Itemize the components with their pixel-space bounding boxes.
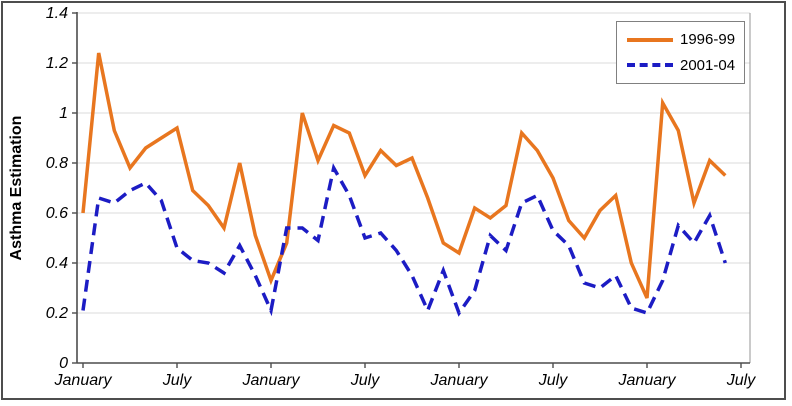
x-tick-label: January [618, 372, 677, 389]
legend: 1996-99 2001-04 [616, 21, 745, 84]
y-tick-label: 1.2 [46, 55, 68, 72]
x-tick-label: July [350, 372, 380, 389]
y-axis-title: Asthma Estimation [8, 115, 25, 261]
x-tick-label: July [726, 372, 756, 389]
legend-item-2001-04: 2001-04 [617, 58, 744, 73]
y-tick-label: 0 [59, 355, 68, 372]
series-line-1996-99 [81, 52, 727, 299]
y-tick-label: 0.4 [46, 255, 68, 272]
y-tick-label: 1.4 [46, 5, 68, 22]
legend-solid-line-icon [627, 37, 673, 42]
y-tick-label: 0.6 [46, 205, 68, 222]
x-tick-label: July [162, 372, 192, 389]
x-tick-label: January [430, 372, 489, 389]
y-tick-label: 0.8 [46, 155, 68, 172]
x-tick-label: January [54, 372, 113, 389]
legend-label: 1996-99 [680, 31, 736, 49]
x-tick-label: July [538, 372, 568, 389]
legend-dashed-line-icon [627, 63, 673, 68]
legend-item-1996-99: 1996-99 [617, 32, 744, 47]
y-tick-label: 0.2 [46, 305, 68, 322]
series-line-2001-04 [81, 163, 727, 317]
y-tick-label: 1 [59, 105, 68, 122]
x-tick-label: January [242, 372, 301, 389]
legend-label: 2001-04 [680, 56, 736, 74]
